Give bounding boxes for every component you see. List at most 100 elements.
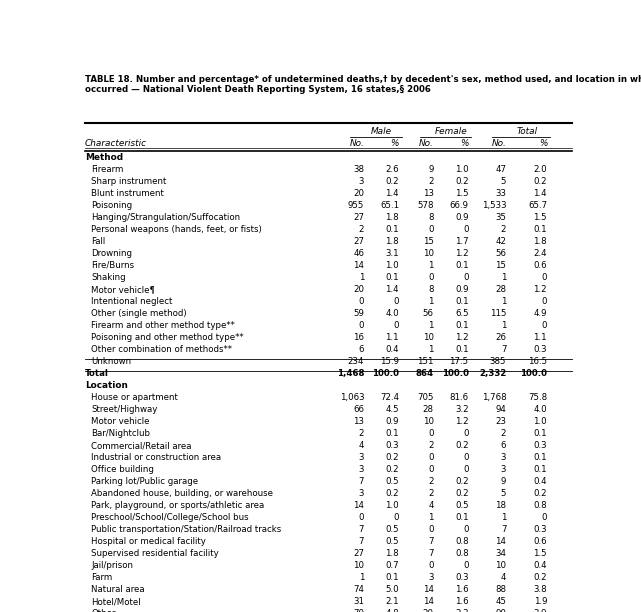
Text: 4.9: 4.9 [533,309,547,318]
Text: 2,332: 2,332 [479,369,506,378]
Text: 0.1: 0.1 [533,429,547,438]
Text: Drowning: Drowning [91,248,132,258]
Text: 0.2: 0.2 [533,489,547,498]
Text: %: % [460,139,469,148]
Text: 151: 151 [417,357,434,366]
Text: %: % [538,139,547,148]
Text: 1.6: 1.6 [455,585,469,594]
Text: 0: 0 [394,321,399,330]
Text: 1,533: 1,533 [482,201,506,210]
Text: 1.5: 1.5 [533,213,547,222]
Text: 10: 10 [495,561,506,570]
Text: 234: 234 [348,357,364,366]
Text: 3.8: 3.8 [533,585,547,594]
Text: 1.0: 1.0 [533,417,547,426]
Text: 0: 0 [428,525,434,534]
Text: 14: 14 [353,261,364,270]
Text: 42: 42 [495,237,506,246]
Text: No.: No. [419,139,434,148]
Text: Hanging/Strangulation/Suffocation: Hanging/Strangulation/Suffocation [91,213,240,222]
Text: Hospital or medical facility: Hospital or medical facility [91,537,206,546]
Text: Fall: Fall [91,237,105,246]
Text: Personal weapons (hands, feet, or fists): Personal weapons (hands, feet, or fists) [91,225,262,234]
Text: 2: 2 [501,429,506,438]
Text: 0.6: 0.6 [533,537,547,546]
Text: 0.8: 0.8 [455,549,469,558]
Text: 15: 15 [495,261,506,270]
Text: 0: 0 [463,525,469,534]
Text: 0.5: 0.5 [455,501,469,510]
Text: Street/Highway: Street/Highway [91,405,158,414]
Text: 0.2: 0.2 [455,177,469,185]
Text: 1.9: 1.9 [533,597,547,606]
Text: No.: No. [349,139,364,148]
Text: 15: 15 [423,237,434,246]
Text: 0: 0 [394,513,399,522]
Text: 4: 4 [501,573,506,582]
Text: 0.1: 0.1 [455,297,469,306]
Text: 1.4: 1.4 [385,188,399,198]
Text: 0: 0 [542,321,547,330]
Text: 27: 27 [353,237,364,246]
Text: 4: 4 [428,501,434,510]
Text: 3: 3 [359,489,364,498]
Text: 0.4: 0.4 [533,561,547,570]
Text: Abandoned house, building, or warehouse: Abandoned house, building, or warehouse [91,489,273,498]
Text: 4.5: 4.5 [385,405,399,414]
Text: 13: 13 [423,188,434,198]
Text: Female: Female [435,127,467,136]
Text: 0.1: 0.1 [385,429,399,438]
Text: 0.2: 0.2 [455,477,469,486]
Text: 0.6: 0.6 [533,261,547,270]
Text: 0.8: 0.8 [533,501,547,510]
Text: 2: 2 [359,429,364,438]
Text: 16.5: 16.5 [528,357,547,366]
Text: Poisoning: Poisoning [91,201,132,210]
Text: 1.7: 1.7 [455,237,469,246]
Text: 1.2: 1.2 [455,333,469,342]
Text: 0: 0 [359,513,364,522]
Text: 38: 38 [353,165,364,174]
Text: 4.0: 4.0 [385,309,399,318]
Text: 56: 56 [423,309,434,318]
Text: 0: 0 [428,273,434,282]
Text: 0: 0 [463,225,469,234]
Text: 2.0: 2.0 [533,165,547,174]
Text: 0.9: 0.9 [455,285,469,294]
Text: 0: 0 [463,561,469,570]
Text: 45: 45 [495,597,506,606]
Text: 3: 3 [359,465,364,474]
Text: 3: 3 [428,573,434,582]
Text: 13: 13 [353,417,364,426]
Text: 59: 59 [353,309,364,318]
Text: 65.1: 65.1 [380,201,399,210]
Text: 3: 3 [359,177,364,185]
Text: 1: 1 [428,321,434,330]
Text: 14: 14 [353,501,364,510]
Text: 5: 5 [501,489,506,498]
Text: Total: Total [85,369,109,378]
Text: Method: Method [85,152,123,162]
Text: 20: 20 [353,285,364,294]
Text: 1.4: 1.4 [385,285,399,294]
Text: 0.3: 0.3 [533,525,547,534]
Text: 0: 0 [394,297,399,306]
Text: No.: No. [492,139,506,148]
Text: 72.4: 72.4 [380,393,399,402]
Text: Hotel/Motel: Hotel/Motel [91,597,140,606]
Text: Intentional neglect: Intentional neglect [91,297,172,306]
Text: Office building: Office building [91,465,154,474]
Text: 0: 0 [542,297,547,306]
Text: 1: 1 [501,297,506,306]
Text: 2.6: 2.6 [385,165,399,174]
Text: 34: 34 [495,549,506,558]
Text: 2.3: 2.3 [455,609,469,612]
Text: 0.1: 0.1 [385,573,399,582]
Text: Motor vehicle¶: Motor vehicle¶ [91,285,155,294]
Text: 10: 10 [423,417,434,426]
Text: 20: 20 [423,609,434,612]
Text: 15.9: 15.9 [380,357,399,366]
Text: 7: 7 [501,525,506,534]
Text: Bar/Nightclub: Bar/Nightclub [91,429,150,438]
Text: 0.1: 0.1 [455,321,469,330]
